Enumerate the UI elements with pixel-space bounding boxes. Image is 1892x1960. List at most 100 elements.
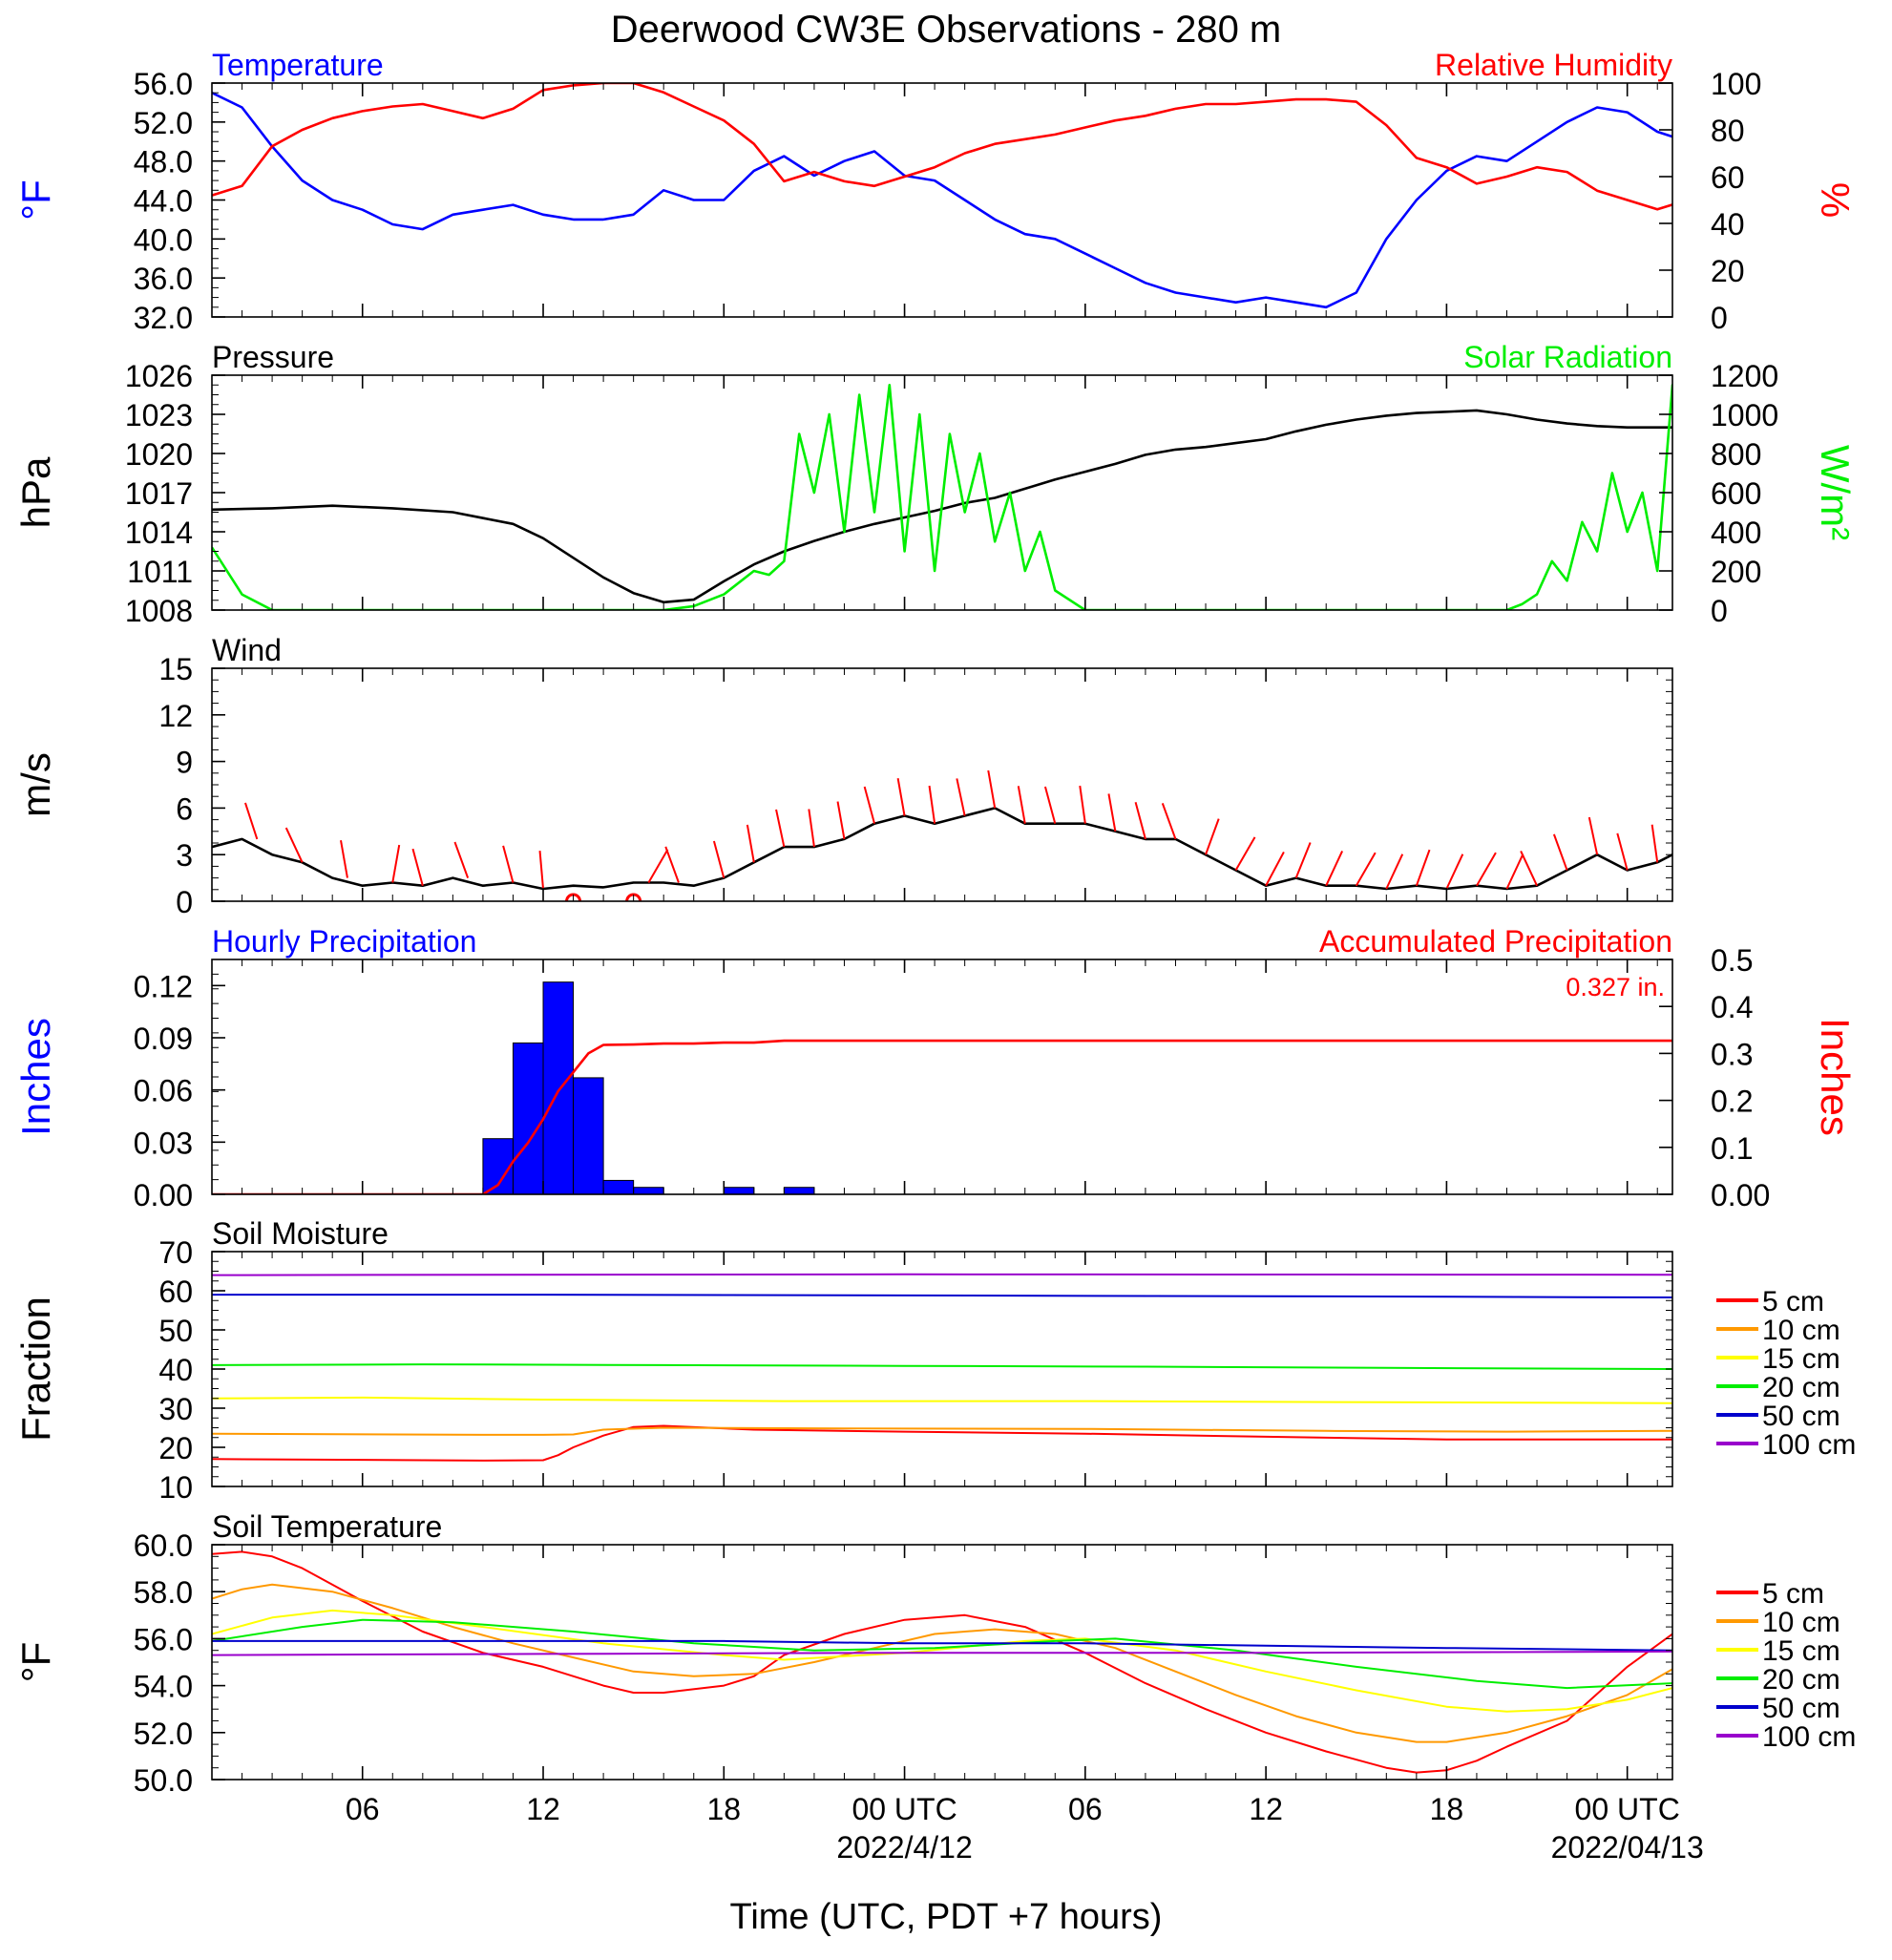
y-tick-label-left: 60.0 [134,1528,193,1563]
precip-bar [542,981,575,1194]
accumulated-total-label: 0.327 in. [1566,973,1665,1001]
date-label: 2022/4/12 [836,1830,972,1865]
y-tick-label-left: 0.00 [134,1178,193,1212]
y-axis-label-left: hPa [13,456,58,528]
legend-label: 5 cm [1762,1286,1824,1317]
legend-label: 50 cm [1762,1693,1840,1724]
x-tick-label: 18 [706,1792,741,1826]
plot-area [212,769,1672,901]
y-tick-label-left: 1008 [125,594,193,628]
y-tick-label-left: 1026 [125,359,193,393]
wind-barb [1552,833,1568,871]
y-tick-label-left: 1017 [125,476,193,511]
precip-bar [512,1042,544,1194]
y-tick-label-right: 1000 [1711,398,1778,432]
x-tick-label: 00 UTC [851,1792,957,1826]
series-temperature [212,92,1672,309]
series-solar-radiation [212,383,1672,610]
y-tick-label-left: 50.0 [134,1763,193,1798]
panel-soil_temperature: 60.0 58.0 56.0 54.0 52.0 50.0 Soil Temperature… [13,1509,1856,1798]
wind-barb [896,777,906,816]
wind-barb [1476,852,1497,887]
y-tick-label-left: 0 [176,885,193,919]
wind-barb [1616,832,1629,871]
series-50-cm [212,1639,1672,1652]
y-tick-label-left: 32.0 [134,301,193,335]
wind-barb [1017,786,1026,824]
y-tick-label-left: 12 [158,699,193,733]
legend-label: 15 cm [1762,1343,1840,1375]
wind-barb [1205,818,1220,855]
wind-barb [1415,849,1431,887]
y-tick-label-right: 0.1 [1711,1131,1753,1166]
y-tick-label-right: 200 [1711,555,1761,589]
wind-barb [1079,785,1086,824]
legend-label: 10 cm [1762,1607,1840,1638]
y-tick-label-left: 58.0 [134,1575,193,1610]
series-relative-humidity [212,83,1672,211]
wind-barb [1355,852,1377,887]
panel-title-right: Relative Humidity [1435,48,1672,82]
legend-label: 50 cm [1762,1401,1840,1432]
wind-barb [340,840,348,878]
precip-bar [783,1187,815,1194]
wind-barb [1134,802,1146,840]
y-tick-label-right: 0.00 [1711,1178,1770,1212]
wind-barb [956,778,966,816]
y-tick-label-left: 10 [158,1470,193,1505]
panel-title-left: Hourly Precipitation [212,924,476,959]
panel-pressure_solar: 1026 1023 1020 1017 1014 1011 1008 1200 1000 800 6… [13,340,1858,628]
legend-label: 10 cm [1762,1315,1840,1346]
y-tick-label-left: 0.09 [134,1022,193,1056]
wind-barb [1650,824,1659,863]
x-tick-label: 00 UTC [1575,1792,1680,1826]
y-tick-label-left: 52.0 [134,1717,193,1751]
wind-barb [538,851,545,890]
figure-title: Deerwood CW3E Observations - 280 m [611,9,1282,51]
y-tick-label-right: 400 [1711,516,1761,550]
y-tick-label-left: 20 [158,1431,193,1465]
y-axis-label-left: Fraction [13,1296,58,1442]
precip-bar [602,1179,635,1194]
precip-bar [633,1187,664,1194]
plot-area [212,383,1672,610]
precip-bar [723,1187,755,1194]
y-tick-label-left: 0.03 [134,1126,193,1160]
legend-label: 100 cm [1762,1429,1856,1461]
y-tick-label-left: 40 [158,1353,193,1387]
y-axis-label-left: °F [13,1642,58,1682]
plot-area [212,1550,1672,1774]
y-tick-label-right: 800 [1711,437,1761,472]
wind-barb [987,769,997,809]
wind-barb [808,809,815,848]
y-axis-label-right: Inches [1813,1018,1858,1136]
y-tick-label-left: 1014 [125,516,193,550]
y-tick-label-left: 56.0 [134,1622,193,1656]
legend-label: 5 cm [1762,1578,1824,1610]
y-tick-label-left: 50 [158,1314,193,1348]
panel-title-right: Solar Radiation [1463,340,1672,374]
wind-barb [1107,793,1117,832]
y-tick-label-left: 1023 [125,398,193,432]
wind-barb [664,846,680,883]
series-20-cm [212,1363,1672,1370]
panel-title-left: Soil Moisture [212,1216,389,1251]
x-tick-label: 06 [1068,1792,1103,1826]
y-tick-label-left: 52.0 [134,106,193,140]
wind-barb [1234,836,1256,871]
panel-title-left: Wind [212,633,282,667]
series-50-cm [212,1294,1672,1298]
wind-barb [244,802,259,840]
wind-barb [1265,851,1285,887]
y-tick-label-right: 0 [1711,301,1728,335]
x-tick-label: 12 [526,1792,560,1826]
wind-barb [746,824,755,863]
series-accumulated-precipitation [212,1039,1672,1194]
y-tick-label-left: 36.0 [134,262,193,296]
y-tick-label-right: 0.5 [1711,943,1753,978]
y-tick-label-right: 1200 [1711,359,1778,393]
wind-barb [1325,851,1344,887]
wind-barb [1505,854,1524,890]
